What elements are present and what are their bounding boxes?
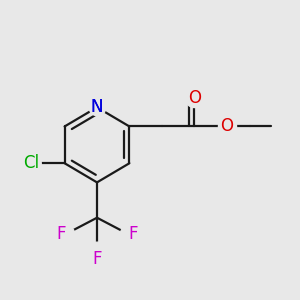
Text: N: N <box>91 98 103 116</box>
Text: F: F <box>57 225 66 243</box>
Text: F: F <box>92 250 102 268</box>
Text: F: F <box>128 225 137 243</box>
Text: O: O <box>220 117 233 135</box>
Text: Cl: Cl <box>23 154 39 172</box>
Text: O: O <box>188 89 201 107</box>
Text: N: N <box>91 98 103 116</box>
